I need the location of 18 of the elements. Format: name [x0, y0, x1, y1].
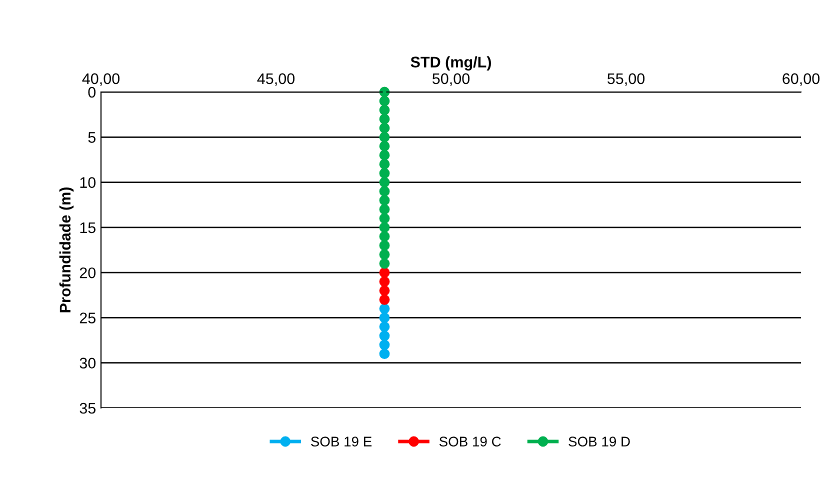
legend-label: SOB 19 C	[439, 436, 501, 446]
y-tick-label: 35	[80, 402, 96, 414]
legend-label: SOB 19 E	[311, 436, 372, 446]
y-tick-label: 0	[88, 86, 96, 98]
y-tick-label: 20	[80, 267, 96, 278]
y-tick-label: 25	[80, 312, 96, 324]
x-tick-label: 40,00	[82, 73, 120, 86]
y-tick-label: 5	[88, 132, 96, 143]
x-tick-label: 50,00	[432, 73, 470, 86]
x-tick-label: 55,00	[607, 73, 645, 86]
y-tick-label: 10	[80, 177, 96, 188]
y-tick-label: 15	[80, 222, 96, 234]
legend-label: SOB 19 D	[568, 436, 630, 446]
x-tick-label: 45,00	[257, 73, 295, 86]
y-tick-label: 30	[80, 358, 96, 369]
x-tick-label: 60,00	[782, 73, 820, 86]
x-axis-title: STD (mg/L)	[410, 56, 491, 71]
y-axis-title: Profundidade (m)	[59, 188, 74, 312]
